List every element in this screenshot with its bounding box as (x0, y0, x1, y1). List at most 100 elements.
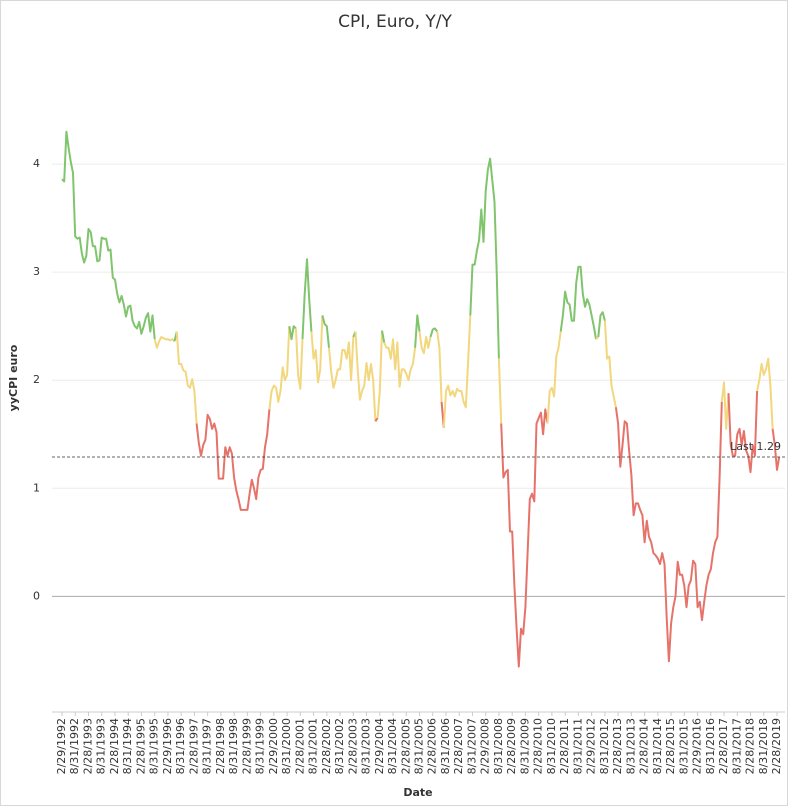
x-tick-label: 8/31/2015 (677, 718, 690, 774)
line-series (383, 338, 417, 388)
x-tick-label: 2/28/1993 (81, 718, 94, 774)
line-series (546, 331, 562, 424)
x-tick-label: 8/31/1992 (68, 718, 81, 774)
x-tick-label: 8/31/2002 (333, 718, 346, 774)
x-tick-label: 2/28/2011 (558, 718, 571, 774)
x-tick-label: 2/29/2004 (373, 718, 386, 774)
x-tick-label: 8/31/1999 (254, 718, 267, 774)
x-tick-label: 2/29/2016 (691, 718, 704, 774)
x-tick-label: 2/28/2014 (638, 718, 651, 774)
x-tick-label: 8/31/2007 (465, 718, 478, 774)
x-tick-label: 2/28/2019 (770, 718, 783, 774)
y-tick-label: 4 (33, 157, 40, 170)
line-series (595, 336, 599, 340)
line-series (381, 330, 386, 343)
x-tick-label: 8/31/2013 (624, 718, 637, 774)
line-series (436, 331, 443, 402)
line-series (61, 130, 156, 340)
y-tick-label: 0 (33, 589, 40, 602)
x-tick-label: 2/28/2010 (532, 718, 545, 774)
y-axis-title: yyCPI euro (7, 344, 20, 411)
x-tick-label: 8/31/2011 (571, 718, 584, 774)
y-tick-label: 1 (33, 481, 40, 494)
line-series (500, 408, 549, 668)
x-tick-label: 2/28/2013 (611, 718, 624, 774)
line-series (727, 390, 759, 474)
x-tick-label: 2/28/2018 (744, 718, 757, 774)
x-tick-label: 2/28/2015 (664, 718, 677, 774)
x-tick-label: 8/31/1993 (95, 718, 108, 774)
x-tick-label: 8/31/2000 (280, 718, 293, 774)
x-tick-label: 8/31/1998 (227, 718, 240, 774)
line-series (301, 258, 313, 340)
x-tick-label: 8/31/2016 (704, 718, 717, 774)
x-tick-label: 8/31/1995 (148, 718, 161, 774)
x-tick-label: 8/31/1994 (121, 718, 134, 774)
x-tick-label: 2/28/1995 (134, 718, 147, 774)
x-tick-label: 2/28/2009 (505, 718, 518, 774)
line-series (497, 358, 503, 424)
line-series (720, 381, 730, 430)
line-series (603, 320, 617, 408)
line-series (175, 331, 198, 424)
x-tick-label: 2/28/2005 (399, 718, 412, 774)
line-series (429, 327, 439, 338)
line-series (559, 265, 597, 340)
line-series (614, 401, 723, 663)
line-series (195, 409, 271, 511)
y-tick-label: 3 (33, 265, 40, 278)
x-tick-label: 8/31/1997 (201, 718, 214, 774)
x-tick-label: 2/29/1992 (55, 718, 68, 774)
line-series (288, 325, 297, 341)
x-tick-label: 2/28/2002 (320, 718, 333, 774)
line-series (771, 428, 781, 471)
reference-label: Last 1.29 (730, 440, 781, 453)
x-tick-label: 2/29/1996 (161, 718, 174, 774)
x-tick-label: 8/31/2003 (360, 718, 373, 774)
x-tick-label: 8/31/2018 (757, 718, 770, 774)
x-tick-label: 2/29/2000 (267, 718, 280, 774)
x-tick-label: 8/31/1996 (174, 718, 187, 774)
x-tick-label: 2/28/1998 (214, 718, 227, 774)
line-series (268, 326, 291, 410)
line-series (374, 417, 379, 422)
line-series (756, 357, 774, 429)
x-tick-label: 8/31/2014 (651, 718, 664, 774)
x-tick-label: 2/28/1999 (240, 718, 253, 774)
x-tick-label: 8/31/2017 (730, 718, 743, 774)
line-series (469, 157, 500, 359)
line-series (294, 328, 304, 390)
line-series (153, 336, 176, 349)
x-tick-label: 8/31/2012 (598, 718, 611, 774)
x-tick-label: 8/31/2008 (492, 718, 505, 774)
x-tick-label: 2/29/2008 (479, 718, 492, 774)
x-tick-label: 8/31/2001 (307, 718, 320, 774)
x-tick-label: 2/28/2017 (717, 718, 730, 774)
x-tick-label: 8/31/2006 (439, 718, 452, 774)
line-series (376, 330, 383, 419)
line-series (597, 311, 606, 338)
x-tick-label: 2/28/2007 (452, 718, 465, 774)
x-tick-label: 8/31/2004 (386, 718, 399, 774)
line-series (310, 315, 324, 384)
x-tick-label: 2/28/2003 (346, 718, 359, 774)
x-tick-label: 2/28/1997 (187, 718, 200, 774)
line-series (354, 331, 377, 422)
x-tick-label: 2/28/2006 (426, 718, 439, 774)
x-tick-label: 8/31/2010 (545, 718, 558, 774)
line-series (328, 336, 355, 389)
x-tick-label: 8/31/2009 (518, 718, 531, 774)
line-series (418, 331, 432, 355)
x-tick-label: 8/31/2005 (413, 718, 426, 774)
y-tick-label: 2 (33, 373, 40, 386)
x-tick-label: 2/29/2012 (585, 718, 598, 774)
chart-title: CPI, Euro, Y/Y (338, 12, 452, 32)
x-tick-label: 2/28/2001 (293, 718, 306, 774)
x-axis-title: Date (403, 786, 432, 799)
line-series (321, 315, 330, 348)
x-tick-label: 2/28/1994 (108, 718, 121, 774)
line-series (414, 314, 421, 348)
line-series (442, 315, 472, 428)
